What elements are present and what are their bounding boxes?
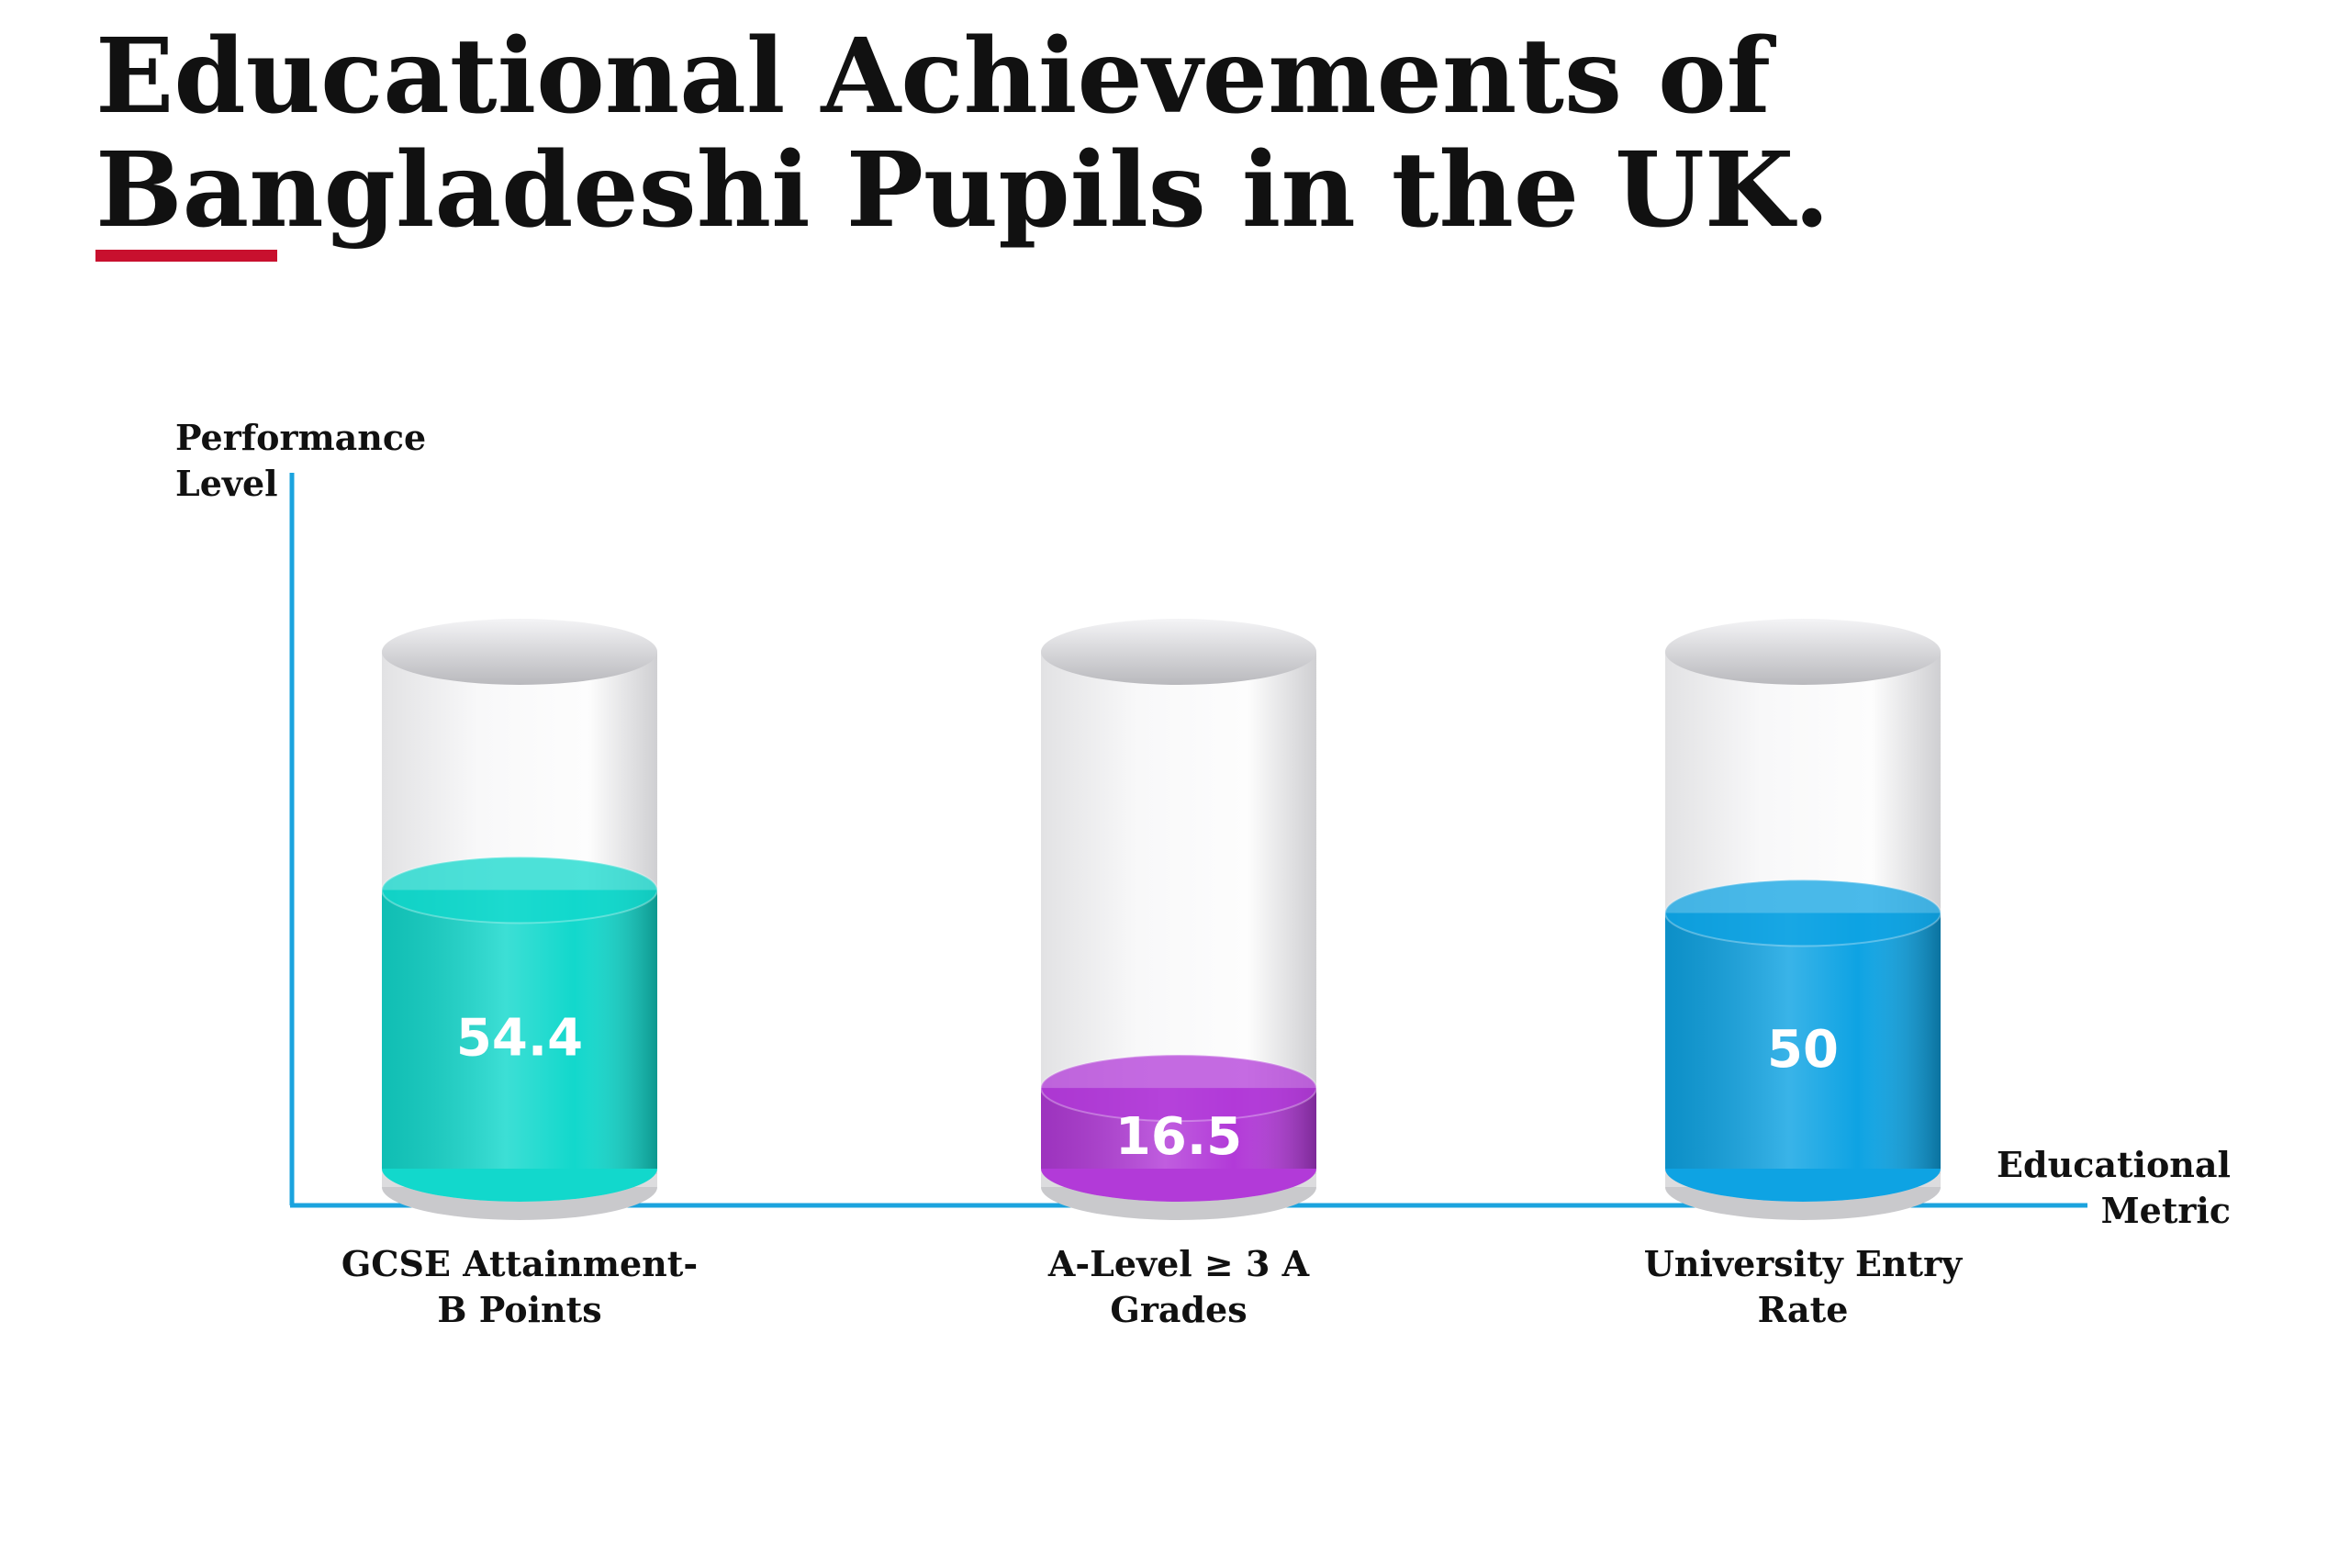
cylinder-cap [382,619,657,685]
value-label: 16.5 [1115,1107,1242,1167]
cylinder-cap [1665,619,1941,685]
bar-shade [382,890,657,1169]
bar-top [1040,1054,1317,1123]
cylinder-cap [1041,619,1316,685]
bar-top [1664,879,1942,947]
bar-top [381,856,658,924]
y-axis-label: Performance Level [175,417,427,504]
x-tick-label: GCSE Attainment-B Points [341,1243,699,1330]
value-label: 54.4 [456,1008,583,1068]
title-underline [95,250,277,262]
x-tick-label: A-Level ≥ 3 A Grades [1047,1243,1310,1330]
value-label: 50 [1767,1020,1839,1080]
bar-shade [1665,913,1941,1169]
x-tick-label: University Entry Rate [1643,1243,1963,1330]
x-axis-label: Educational Metric [1997,1144,2231,1231]
chart-title: Educational Achievements of Bangladeshi … [95,17,1830,251]
